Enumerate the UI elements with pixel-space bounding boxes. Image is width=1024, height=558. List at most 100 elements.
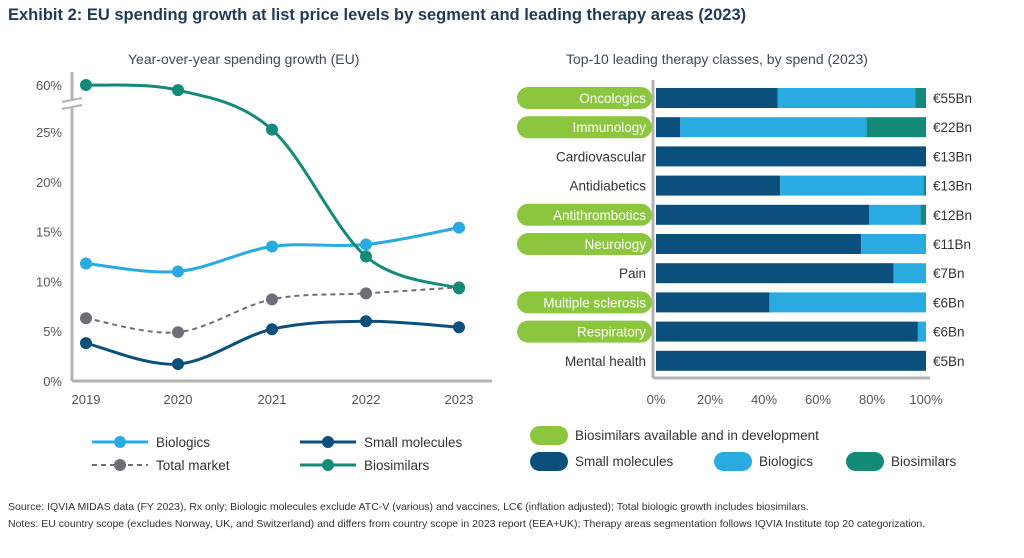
biologics-bar-segment [680, 117, 867, 138]
left-chart-title: Year-over-year spending growth (EU) [128, 51, 360, 67]
legend-label: Small molecules [575, 454, 674, 469]
y-tick-label: 0% [43, 374, 62, 389]
legend-label: Small molecules [364, 435, 463, 450]
total-market-point [266, 293, 278, 306]
small-molecules-point [360, 315, 372, 328]
biosimilar-highlight-pill [517, 203, 652, 226]
biosimilars-bar-segment [920, 204, 926, 225]
biologics-point [360, 238, 372, 251]
small-molecules-bar-segment [656, 350, 926, 371]
bar-x-tick-label: 40% [751, 392, 777, 407]
total-market-legend-marker [114, 459, 126, 471]
category-label: Mental health [565, 354, 646, 369]
spend-label: €6Bn [933, 325, 965, 340]
biosimilars-line [85, 83, 460, 290]
axis-break-mark [61, 104, 83, 110]
bar-x-tick-label: 80% [859, 392, 885, 407]
x-tick-label: 2020 [164, 392, 193, 407]
legend-label: Biosimilars [891, 454, 957, 469]
biologics-bar-segment [893, 263, 926, 284]
small-molecules-bar-segment [656, 234, 862, 254]
spend-label: €13Bn [933, 179, 972, 194]
spend-label: €55Bn [933, 91, 972, 106]
category-label: Cardiovascular [556, 149, 647, 164]
category-label: Immunology [572, 120, 646, 135]
biosimilar-highlight-pill [517, 87, 652, 109]
y-tick-label: 20% [36, 175, 62, 190]
bar-x-tick-label: 60% [805, 392, 831, 407]
small-molecules-bar-segment [656, 117, 681, 138]
x-tick-label: 2022 [352, 392, 381, 407]
x-tick-label: 2019 [72, 392, 101, 407]
biologics-legend-marker [114, 436, 126, 448]
biologics-bar-segment [769, 292, 926, 313]
x-tick-label: 2021 [258, 392, 287, 407]
category-label: Neurology [584, 237, 646, 252]
biosimilars-point [172, 84, 184, 97]
total-market-point [80, 312, 92, 325]
spend-label: €7Bn [933, 266, 965, 281]
small-molecules-point [172, 358, 184, 371]
spend-label: €12Bn [933, 208, 972, 223]
category-label: Oncologics [579, 91, 646, 106]
small-molecules-bar-segment [656, 204, 870, 225]
small-molecules-bar-segment [656, 88, 778, 108]
bar-x-tick-label: 20% [697, 392, 723, 407]
biosimilars-point [453, 282, 465, 295]
notes-note: Notes: EU country scope (excludes Norway… [8, 518, 926, 530]
biologics-point [453, 221, 465, 234]
biosimilars-point [266, 123, 278, 136]
biosimilars-point [80, 79, 92, 91]
bar-x-tick-label: 0% [647, 392, 666, 407]
exhibit-title: Exhibit 2: EU spending growth at list pr… [8, 6, 747, 24]
spend-label: €13Bn [933, 149, 972, 164]
biosimilar-highlight-pill [517, 291, 652, 314]
biologics-point [80, 257, 92, 270]
legend-label: Biologics [156, 435, 210, 450]
y-tick-label: 5% [43, 324, 62, 339]
biologics-bar-segment [777, 88, 916, 108]
biologics-bar-segment [917, 321, 926, 342]
small-molecules-point [453, 321, 465, 334]
biologics-bar-segment [861, 234, 926, 254]
biosimilars-bar-segment [915, 88, 926, 108]
biosimilars-legend-marker [322, 459, 334, 471]
x-tick-label: 2023 [445, 392, 474, 407]
biologics-point [172, 265, 184, 278]
total-market-point [172, 326, 184, 339]
right-chart-title: Top-10 leading therapy classes, by spend… [566, 51, 868, 67]
legend-label: Biosimilars available and in development [575, 428, 819, 443]
legend-label: Biosimilars [364, 458, 430, 473]
small-molecules-point [80, 337, 92, 350]
biologics-point [266, 240, 278, 253]
small-molecules-bar-segment [656, 263, 894, 284]
axis-break-gap [60, 99, 84, 108]
axis-break-mark [61, 97, 83, 103]
y-tick-label: 60% [36, 78, 62, 93]
spend-label: €22Bn [933, 120, 972, 135]
y-tick-label: 25% [36, 125, 62, 140]
biosimilar-highlight-pill [517, 116, 652, 139]
small-molecules-bar-segment [656, 292, 770, 313]
small-molecules-bar-segment [656, 175, 781, 196]
biosimilar-highlight-pill [517, 233, 652, 255]
small-molecules-legend-marker [322, 436, 334, 448]
total-market-point [360, 287, 372, 300]
legend-label: Biologics [759, 454, 813, 469]
biosimilar-highlight-pill [517, 320, 652, 343]
biologics-legend-swatch [714, 452, 752, 471]
category-label: Pain [619, 266, 646, 281]
biosimilars-legend-swatch [846, 452, 884, 471]
small-molecules-legend-swatch [530, 452, 568, 471]
small-molecules-bar-segment [656, 321, 918, 342]
category-label: Antidiabetics [569, 179, 646, 194]
biosimilars-available-legend-swatch [530, 426, 568, 445]
y-tick-label: 15% [36, 225, 62, 240]
small-molecules-point [266, 323, 278, 336]
bar-x-tick-label: 100% [909, 392, 943, 407]
category-label: Multiple sclerosis [543, 295, 646, 310]
category-label: Antithrombotics [553, 208, 646, 223]
biologics-bar-segment [780, 175, 924, 196]
spend-label: €6Bn [933, 295, 965, 310]
biosimilars-point [360, 250, 372, 263]
